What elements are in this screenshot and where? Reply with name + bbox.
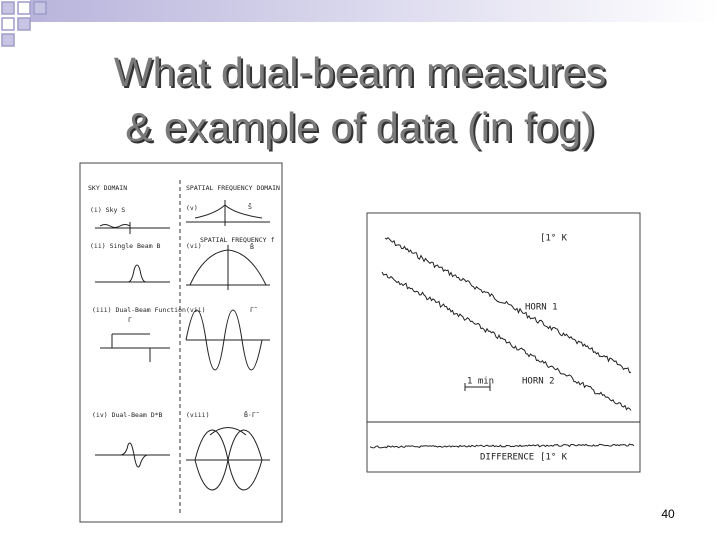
- figure-label: [1° K: [540, 234, 568, 244]
- title-shadow: & example of data (in fog): [127, 106, 596, 152]
- figure-label: (viii): [186, 411, 209, 419]
- figure-label: B̃: [250, 242, 254, 251]
- figure-label: 1 min: [467, 377, 494, 387]
- figure-label: (iv) Dual-Beam D*B: [92, 411, 163, 419]
- title-line: & example of data (in fog): [125, 104, 594, 150]
- page-number: 40: [661, 507, 675, 521]
- corner-squares: [1, 1, 47, 47]
- figure-label: (i) Sky S: [90, 206, 125, 214]
- figure-label: S̃: [248, 202, 252, 211]
- trace: [369, 443, 635, 449]
- figure-label: Γ: [128, 316, 132, 324]
- figure-label: (vii): [186, 306, 206, 314]
- figure-label: (v): [186, 204, 198, 212]
- figure-label: (iii) Dual-Beam Function: [92, 306, 186, 314]
- right-figure: [1° K HORN 1 1 min HORN 2 DIFFERENCE [1° K: [366, 212, 641, 473]
- title-line: What dual-beam measures: [114, 49, 606, 95]
- title-shadow: What dual-beam measures: [116, 51, 608, 97]
- figure-label: SPATIAL FREQUENCY f: [200, 236, 274, 244]
- trace: [381, 271, 632, 411]
- figure-label: (ii) Single Beam B: [90, 242, 161, 250]
- figure-label: B̃·Γ̃: [244, 410, 259, 419]
- left-figure: SKY DOMAIN SPATIAL FREQUENCY DOMAIN (i) Sk…: [79, 162, 283, 523]
- figure-label: Γ̃: [250, 306, 257, 314]
- figure-label: DIFFERENCE: [480, 453, 534, 463]
- figure-label: [1° K: [540, 453, 568, 463]
- figure-header: SKY DOMAIN: [88, 184, 127, 192]
- figure-label: (vi): [186, 242, 202, 250]
- figure-header: SPATIAL FREQUENCY DOMAIN: [186, 184, 280, 192]
- trace: [384, 237, 632, 374]
- figure-label: HORN 1: [525, 303, 558, 313]
- header-bar: [30, 0, 720, 22]
- figure-label: HORN 2: [522, 377, 555, 387]
